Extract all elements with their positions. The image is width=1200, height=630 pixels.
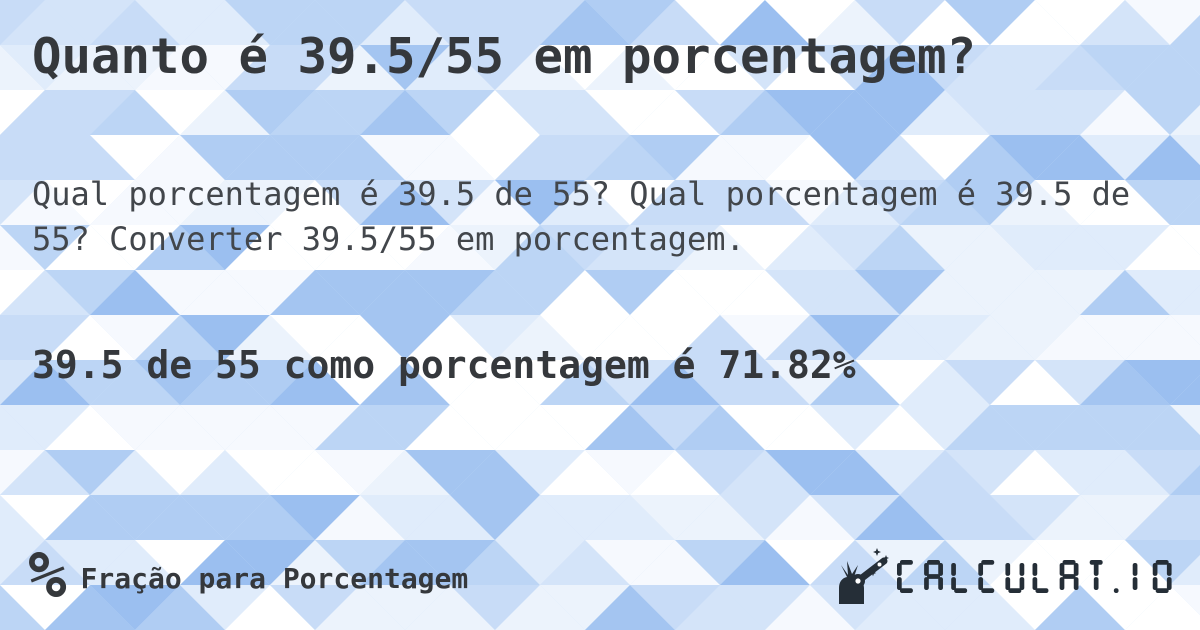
magic-wand-hand-icon [839, 548, 890, 604]
brand-logo [827, 544, 1172, 608]
category-badge: % Fração para Porcentagem [28, 544, 468, 608]
page-description: Qual porcentagem é 39.5 de 55? Qual porc… [32, 175, 1131, 258]
category-label: Fração para Porcentagem [80, 561, 469, 595]
percent-icon: % [28, 539, 67, 613]
brand-wordmark [897, 559, 1172, 593]
result-statement: 39.5 de 55 como porcentagem é 71.82% [32, 343, 856, 387]
page-title: Quanto é 39.5/55 em porcentagem? [32, 28, 977, 85]
